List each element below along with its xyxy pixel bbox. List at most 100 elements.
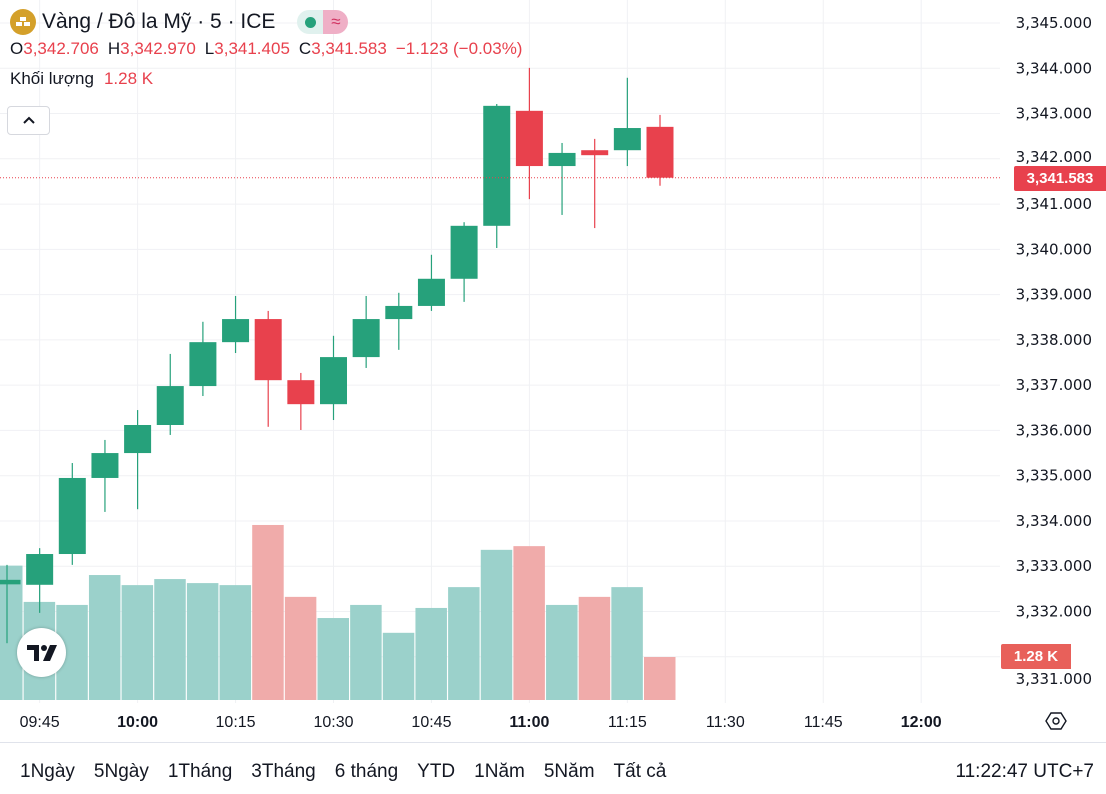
hexagon-settings-icon <box>1045 712 1067 730</box>
y-axis-tick-label: 3,345.000 <box>1016 14 1092 32</box>
volume-bar <box>546 604 578 700</box>
tradingview-logo[interactable] <box>17 628 66 677</box>
candle-body <box>254 319 282 381</box>
candle <box>124 410 152 510</box>
volume-bar <box>415 607 447 700</box>
market-open-icon <box>297 10 324 34</box>
volume-bar <box>611 587 643 700</box>
volume-bar <box>0 565 23 700</box>
open-label: O <box>10 39 24 58</box>
volume-bar <box>578 596 611 700</box>
candle <box>320 335 347 421</box>
candle-body <box>0 579 21 585</box>
low-value: 3,341.405 <box>214 39 290 58</box>
range-button[interactable]: Tất cả <box>613 761 667 782</box>
range-button[interactable]: 1Tháng <box>167 761 233 782</box>
x-axis-tick-label: 12:00 <box>901 714 942 731</box>
volume-bar <box>448 587 480 700</box>
bottom-toolbar: 1Ngày 5Ngày 1Tháng 3Tháng 6 tháng YTD 1Năm 5Năm… <box>0 742 1106 794</box>
range-button[interactable]: YTD <box>417 761 456 782</box>
x-axis-tick-label: 10:30 <box>313 714 353 731</box>
candle-body <box>189 342 217 387</box>
last-volume-label: 1.28 K <box>1001 644 1071 669</box>
y-axis-tick-label: 3,335.000 <box>1016 467 1092 485</box>
candle <box>26 548 54 613</box>
candle <box>385 292 413 350</box>
range-button[interactable]: 3Tháng <box>251 761 316 782</box>
x-axis-tick-label: 10:00 <box>117 714 158 731</box>
x-axis-tick-label: 10:15 <box>216 714 256 731</box>
last-price-label: 3,341.583 <box>1014 166 1106 191</box>
candle <box>417 254 445 311</box>
volume-bar <box>350 604 382 700</box>
x-axis-tick-label: 10:45 <box>411 714 451 731</box>
chart-legend: Vàng / Đô la Mỹ · 5 · ICE ≈ O 3,342.706 H… <box>10 8 531 89</box>
range-button[interactable]: 5Ngày <box>93 761 149 782</box>
volume-value: 1.28 K <box>103 69 154 88</box>
range-button[interactable]: 5Năm <box>543 761 595 782</box>
volume-bar <box>219 585 252 700</box>
ohlc-values: O 3,342.706 H 3,342.970 L 3,341.405 C 3,341.… <box>10 39 531 65</box>
candle-body <box>613 128 641 151</box>
candle <box>189 321 217 397</box>
candle-body <box>287 380 315 405</box>
volume-bar <box>252 524 284 700</box>
high-label: H <box>107 39 121 58</box>
candle <box>515 67 543 200</box>
volume-bar <box>317 618 349 700</box>
x-axis-tick-label: 09:45 <box>20 714 60 731</box>
y-axis-tick-label: 3,331.000 <box>1016 670 1092 688</box>
candle <box>58 463 86 565</box>
volume-bar <box>121 585 154 700</box>
candle-body <box>124 424 152 454</box>
y-axis-tick-label: 3,339.000 <box>1016 286 1092 304</box>
close-value: 3,341.583 <box>311 39 387 58</box>
y-axis-tick-label: 3,344.000 <box>1016 59 1092 77</box>
volume-bar <box>154 579 186 700</box>
candle-body <box>417 278 445 306</box>
range-button[interactable]: 6 tháng <box>334 761 399 782</box>
x-axis-tick-label: 11:00 <box>509 714 549 731</box>
low-label: L <box>204 39 215 58</box>
collapse-legend-button[interactable] <box>7 106 50 135</box>
high-value: 3,342.970 <box>120 39 196 58</box>
candle-body <box>58 477 86 555</box>
market-status[interactable]: ≈ <box>297 10 349 34</box>
y-axis-tick-label: 3,332.000 <box>1016 603 1092 621</box>
candle-body <box>26 554 54 585</box>
range-selector: 1Ngày 5Ngày 1Tháng 3Tháng 6 tháng YTD 1Năm 5Năm… <box>20 761 685 783</box>
volume-bar <box>88 575 121 700</box>
candlestick-chart[interactable]: 3,345.0003,344.0003,343.0003,342.0003,34… <box>0 0 1106 742</box>
candle-body <box>548 152 576 167</box>
candle <box>548 142 576 215</box>
clock-timezone[interactable]: 11:22:47 UTC+7 <box>955 761 1094 782</box>
candle <box>483 104 511 248</box>
volume-label: Khối lượng <box>10 69 94 88</box>
y-axis-tick-label: 3,341.000 <box>1016 195 1092 213</box>
close-label: C <box>298 39 312 58</box>
symbol-title[interactable]: Vàng / Đô la Mỹ · 5 · ICE <box>42 10 276 33</box>
range-button[interactable]: 1Ngày <box>20 761 75 782</box>
candle <box>91 439 119 512</box>
y-axis-tick-label: 3,338.000 <box>1016 331 1092 349</box>
candle-body <box>646 126 674 178</box>
candle-body <box>352 319 380 358</box>
candle <box>581 138 609 229</box>
candle-body <box>515 110 543 167</box>
y-axis-tick-label: 3,342.000 <box>1016 148 1092 166</box>
candle-body <box>91 453 119 478</box>
tradingview-logo-icon <box>26 644 57 661</box>
candle-body <box>483 105 511 226</box>
chart-settings-button[interactable] <box>1045 710 1067 732</box>
y-axis-tick-label: 3,333.000 <box>1016 557 1092 575</box>
volume-bar <box>186 583 219 700</box>
y-axis-tick-label: 3,340.000 <box>1016 240 1092 258</box>
candle <box>156 353 184 435</box>
x-axis-tick-label: 11:15 <box>608 714 647 731</box>
chevron-up-icon <box>22 116 35 124</box>
gold-bars-icon <box>10 9 36 35</box>
x-axis-tick-label: 11:45 <box>804 714 843 731</box>
range-button[interactable]: 1Năm <box>474 761 525 782</box>
candle-body <box>156 386 184 425</box>
candle <box>254 310 282 427</box>
